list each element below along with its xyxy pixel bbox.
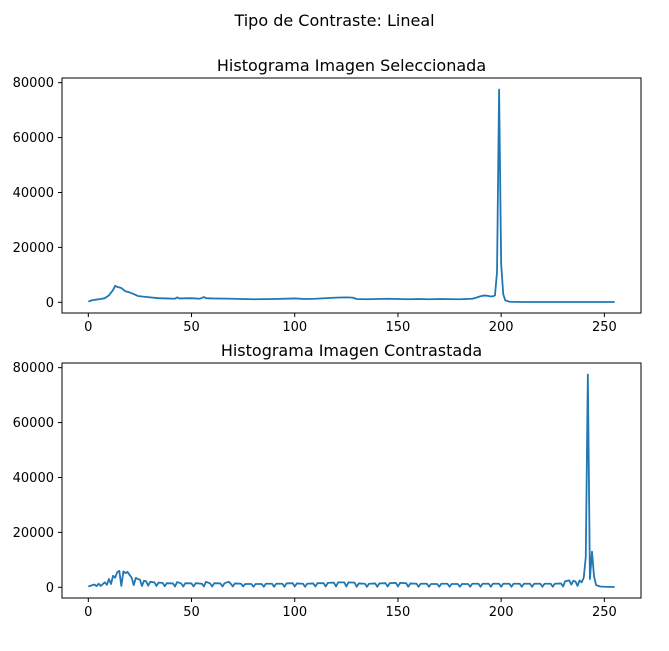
x-tick-label: 250 (592, 605, 617, 620)
y-tick-label: 40000 (13, 471, 54, 486)
y-tick-label: 0 (46, 581, 54, 596)
axes-title: Histograma Imagen Seleccionada (217, 56, 486, 75)
series-line-0 (88, 373, 615, 588)
x-tick-label: 0 (84, 605, 92, 620)
y-tick-label: 20000 (13, 241, 54, 256)
y-tick-label: 0 (46, 296, 54, 311)
x-tick-label: 100 (282, 320, 307, 335)
x-tick-label: 0 (84, 320, 92, 335)
x-tick-label: 50 (183, 320, 200, 335)
axes-histogram-contrasted: Histograma Imagen Contrastada 0 50 100 150 20… (13, 341, 642, 620)
y-tick-label: 80000 (13, 76, 54, 91)
axes-title: Histograma Imagen Contrastada (221, 341, 482, 360)
x-tick-label: 150 (386, 605, 411, 620)
x-tick-label: 200 (489, 320, 514, 335)
x-tick-label: 50 (183, 605, 200, 620)
x-tick-label: 150 (386, 320, 411, 335)
y-tick-label: 60000 (13, 416, 54, 431)
x-tick-label: 200 (489, 605, 514, 620)
series-line-0 (88, 88, 615, 303)
y-tick-label: 60000 (13, 131, 54, 146)
axes-frame (61, 362, 642, 599)
x-tick-label: 250 (592, 320, 617, 335)
figure-suptitle: Tipo de Contraste: Lineal (233, 11, 434, 30)
axes-frame (61, 77, 642, 314)
y-tick-label: 80000 (13, 361, 54, 376)
x-tick-label: 100 (282, 605, 307, 620)
y-tick-label: 40000 (13, 186, 54, 201)
axes-histogram-selected: Histograma Imagen Seleccionada 0 50 100 150 2… (13, 56, 642, 335)
y-tick-label: 20000 (13, 526, 54, 541)
